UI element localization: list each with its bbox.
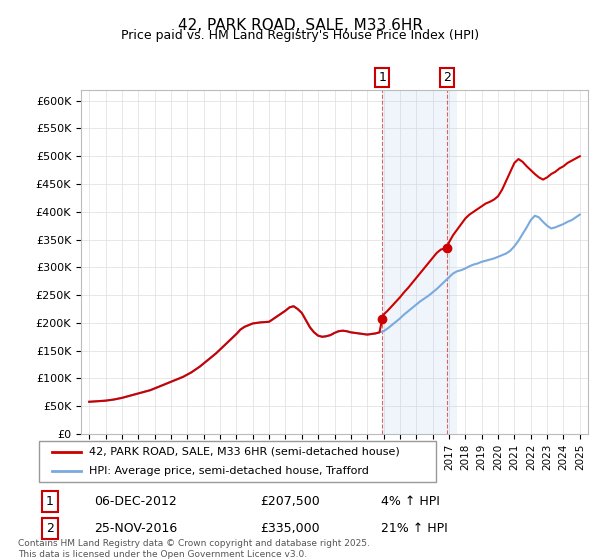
Text: Contains HM Land Registry data © Crown copyright and database right 2025.
This d: Contains HM Land Registry data © Crown c… xyxy=(18,539,370,559)
Text: Price paid vs. HM Land Registry's House Price Index (HPI): Price paid vs. HM Land Registry's House … xyxy=(121,29,479,42)
Text: 42, PARK ROAD, SALE, M33 6HR (semi-detached house): 42, PARK ROAD, SALE, M33 6HR (semi-detac… xyxy=(89,447,400,457)
Text: 1: 1 xyxy=(379,71,386,84)
Text: 2: 2 xyxy=(443,71,451,84)
Bar xyxy=(382,90,457,434)
Text: 1: 1 xyxy=(46,495,54,508)
Text: 21% ↑ HPI: 21% ↑ HPI xyxy=(381,522,448,535)
Text: 42, PARK ROAD, SALE, M33 6HR: 42, PARK ROAD, SALE, M33 6HR xyxy=(178,18,422,33)
Text: 2: 2 xyxy=(46,522,54,535)
Text: 25-NOV-2016: 25-NOV-2016 xyxy=(94,522,178,535)
Text: £207,500: £207,500 xyxy=(260,495,320,508)
Text: £335,000: £335,000 xyxy=(260,522,319,535)
Text: 06-DEC-2012: 06-DEC-2012 xyxy=(94,495,177,508)
Text: HPI: Average price, semi-detached house, Trafford: HPI: Average price, semi-detached house,… xyxy=(89,465,368,475)
Text: 4% ↑ HPI: 4% ↑ HPI xyxy=(381,495,440,508)
FancyBboxPatch shape xyxy=(39,441,436,482)
